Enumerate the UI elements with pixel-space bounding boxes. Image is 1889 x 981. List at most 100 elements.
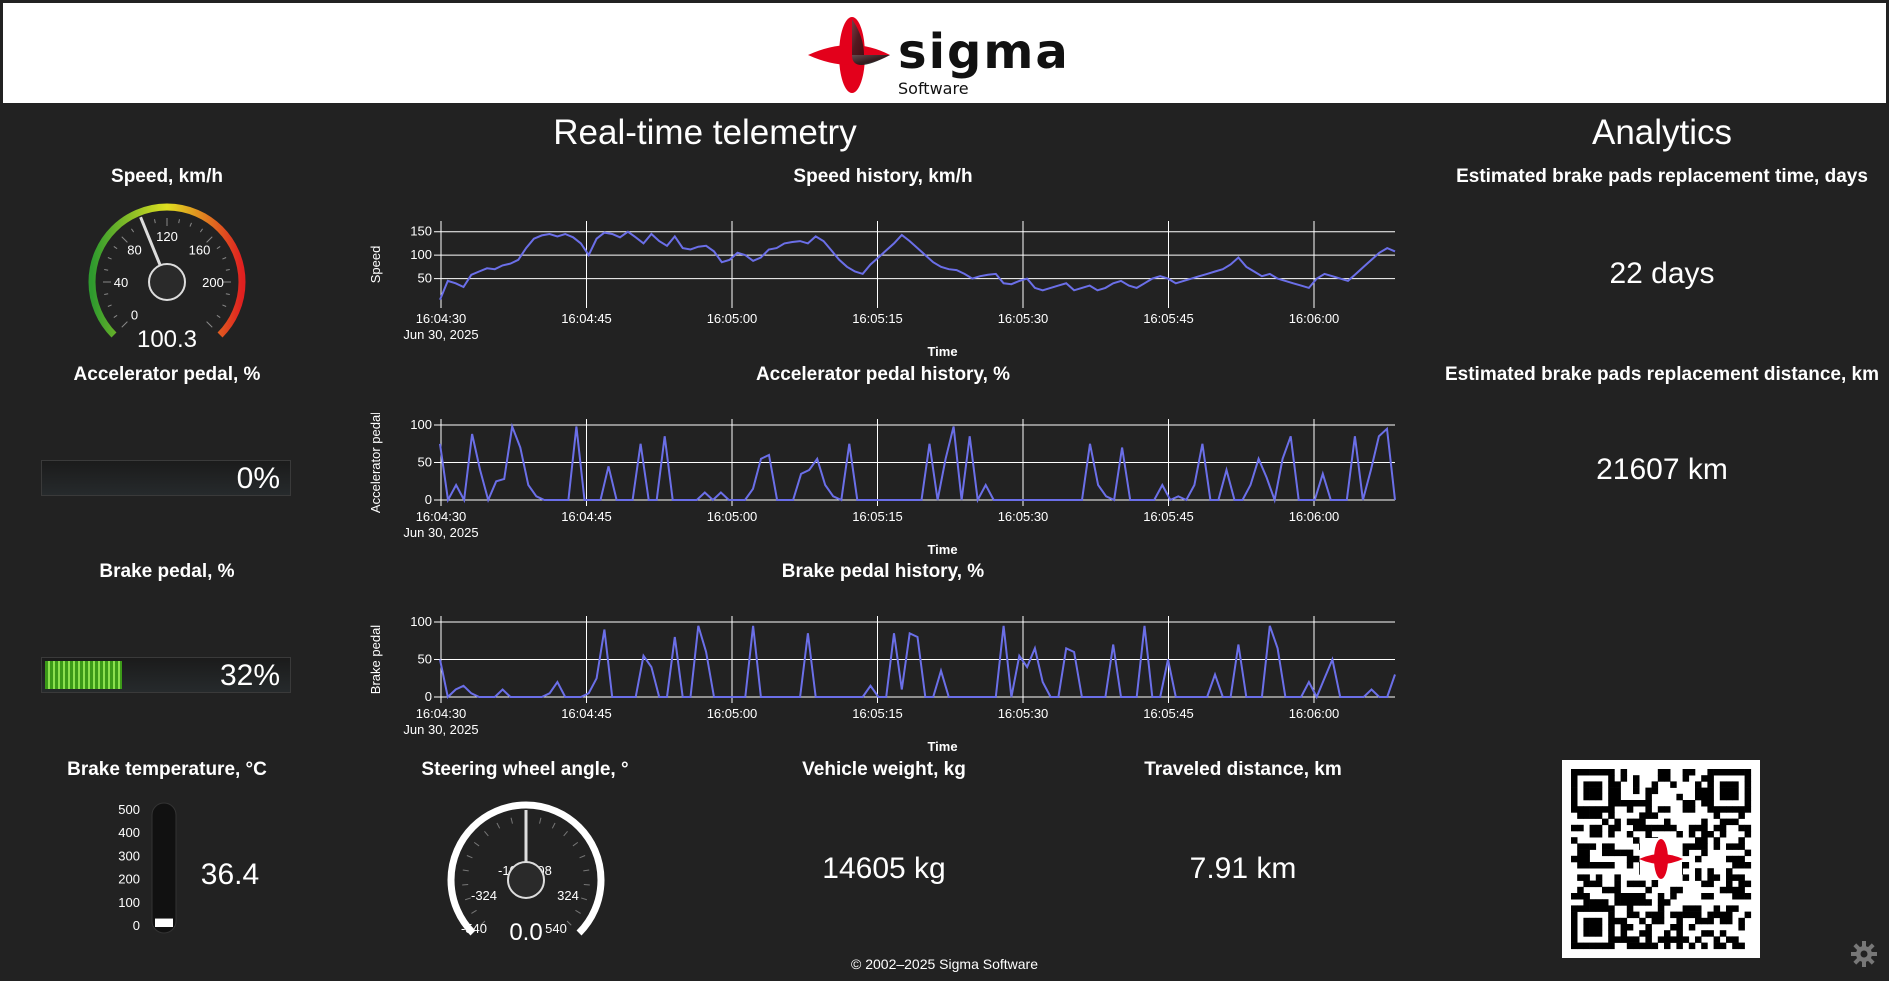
- thermo-tick-label: 100: [118, 895, 140, 910]
- x-tick-label: 16:06:00: [1289, 311, 1340, 326]
- gauge-tick: [206, 236, 213, 243]
- thermo-tick-label: 400: [118, 825, 140, 840]
- gauge-tick: [466, 855, 473, 859]
- header-bar: sigma Software: [3, 3, 1886, 103]
- gauge-tick: [178, 219, 180, 224]
- speed-history-chart[interactable]: 50 100 150 16:04:30 16:04:45 16:05:00 16:05:15…: [360, 215, 1400, 360]
- thermo-tick-label: 200: [118, 872, 140, 887]
- gauge-tick: [496, 822, 501, 829]
- gauge-tick: [222, 257, 227, 260]
- gauge-tick: [121, 321, 128, 328]
- x-tick-label: 16:04:45: [561, 509, 612, 524]
- gauge-tick: [131, 228, 135, 233]
- brake-temp-thermometer: 500 400 300 200 100 0: [118, 802, 177, 934]
- y-tick-label: 50: [418, 652, 432, 667]
- settings-gear-icon[interactable]: [1851, 941, 1877, 972]
- gauge-tick: [510, 817, 513, 824]
- sigma-logo[interactable]: sigma Software: [806, 17, 1068, 102]
- gauge-tick: [566, 920, 572, 926]
- speed-gauge-value: 100.3: [137, 326, 197, 352]
- y-tick-label: 0: [425, 492, 432, 507]
- y-axis-title: Brake pedal: [368, 625, 383, 694]
- accelerator-chart-title: Accelerator pedal history, %: [755, 364, 1011, 385]
- brake-value: 32%: [219, 659, 280, 692]
- gauge-tick-label: 540: [545, 921, 567, 936]
- x-tick-label: 16:05:15: [852, 311, 903, 326]
- y-tick-label: 100: [410, 417, 432, 432]
- gauge-tick: [206, 321, 213, 328]
- gauge-hub: [148, 263, 186, 301]
- telemetry-title: Real-time telemetry: [553, 113, 857, 152]
- gauge-tick-label: 160: [189, 242, 211, 257]
- x-tick-label: 16:04:30: [416, 706, 467, 721]
- thermo-tick-label: 300: [118, 848, 140, 863]
- brand-name: sigma: [898, 24, 1070, 80]
- footer-copyright: © 2002–2025 Sigma Software: [851, 956, 1038, 972]
- x-tick-label: 16:05:15: [852, 509, 903, 524]
- gauge-tick: [462, 869, 469, 872]
- analytics-title: Analytics: [1591, 113, 1733, 152]
- gauge-tick: [216, 314, 221, 318]
- gauge-tick: [216, 246, 221, 250]
- brake-bar: 32%: [41, 657, 291, 693]
- gauge-tick-label: 120: [156, 229, 178, 244]
- qr-code-icon[interactable]: [1562, 760, 1760, 958]
- y-tick-label: 100: [410, 247, 432, 262]
- gauge-tick: [189, 222, 192, 227]
- gauge-tick: [113, 246, 118, 250]
- gauge-tick-label: 200: [202, 275, 224, 290]
- accelerator-history-chart[interactable]: 0 50 100 16:04:30 16:04:45 16:05:00 16:05:15 16…: [360, 413, 1400, 558]
- series-line: [439, 230, 1396, 301]
- x-tick-label: 16:05:45: [1143, 311, 1194, 326]
- gauge-tick: [581, 897, 588, 901]
- brake-bar-fill: [45, 661, 123, 689]
- y-tick-label: 150: [410, 224, 432, 239]
- gauge-tick: [222, 304, 227, 307]
- speed-gauge: 0 40 80 120 160 200 100.3: [88, 203, 246, 352]
- x-tick-label: 16:05:30: [998, 311, 1049, 326]
- x-date-label: Jun 30, 2025: [403, 722, 478, 737]
- thermo-tube: [151, 802, 177, 934]
- brake-distance-title: Estimated brake pads replacement distanc…: [1444, 364, 1879, 385]
- y-axis-title: Accelerator pedal: [368, 413, 383, 513]
- brake-title: Brake pedal, %: [99, 561, 235, 582]
- x-tick-label: 16:04:45: [561, 311, 612, 326]
- steering-gauge-arc: [447, 801, 605, 936]
- x-date-label: Jun 30, 2025: [403, 327, 478, 342]
- gauge-tick-label: -324: [471, 888, 497, 903]
- gauge-tick: [121, 236, 128, 243]
- gauge-tick-label: 40: [114, 275, 128, 290]
- gauge-tick: [113, 314, 118, 318]
- brake-chart-title: Brake pedal history, %: [781, 561, 985, 582]
- gauge-tick-label: 0: [131, 308, 138, 323]
- gauge-tick-label: 80: [127, 242, 141, 257]
- accelerator-bar: 0%: [41, 460, 291, 496]
- x-tick-label: 16:06:00: [1289, 509, 1340, 524]
- gauge-tick: [473, 841, 480, 847]
- steering-title: Steering wheel angle, °: [421, 759, 629, 780]
- gauge-tick: [104, 293, 109, 295]
- gauge-tick: [104, 269, 109, 271]
- steering-gauge: -540-324-1081083245400.0: [447, 801, 605, 946]
- weight-title: Vehicle weight, kg: [802, 759, 966, 780]
- brake-time-value: 22 days: [1609, 257, 1715, 290]
- x-tick-label: 16:04:30: [416, 509, 467, 524]
- x-tick-label: 16:05:00: [707, 509, 758, 524]
- gauge-tick: [225, 269, 230, 271]
- weight-value: 14605 kg: [822, 852, 946, 885]
- brake-history-chart[interactable]: 0 50 100 16:04:30 16:04:45 16:05:00 16:05:15 16…: [360, 610, 1400, 755]
- brake-temp-title: Brake temperature, °C: [67, 759, 267, 780]
- accelerator-title: Accelerator pedal, %: [73, 364, 261, 385]
- x-tick-label: 16:05:30: [998, 509, 1049, 524]
- accelerator-value: 0%: [236, 462, 280, 495]
- gauge-tick-label: -540: [461, 921, 487, 936]
- thermo-tick-label: 500: [118, 802, 140, 817]
- brake-time-title: Estimated brake pads replacement time, d…: [1456, 166, 1868, 187]
- sigma-logo-mark-icon: [808, 17, 890, 93]
- y-axis-title: Speed: [368, 246, 383, 284]
- gauge-tick-label: 324: [557, 888, 579, 903]
- gauge-tick: [464, 897, 471, 901]
- distance-value: 7.91 km: [1189, 852, 1297, 885]
- gauge-hub: [507, 861, 545, 899]
- gauge-tick: [551, 822, 556, 829]
